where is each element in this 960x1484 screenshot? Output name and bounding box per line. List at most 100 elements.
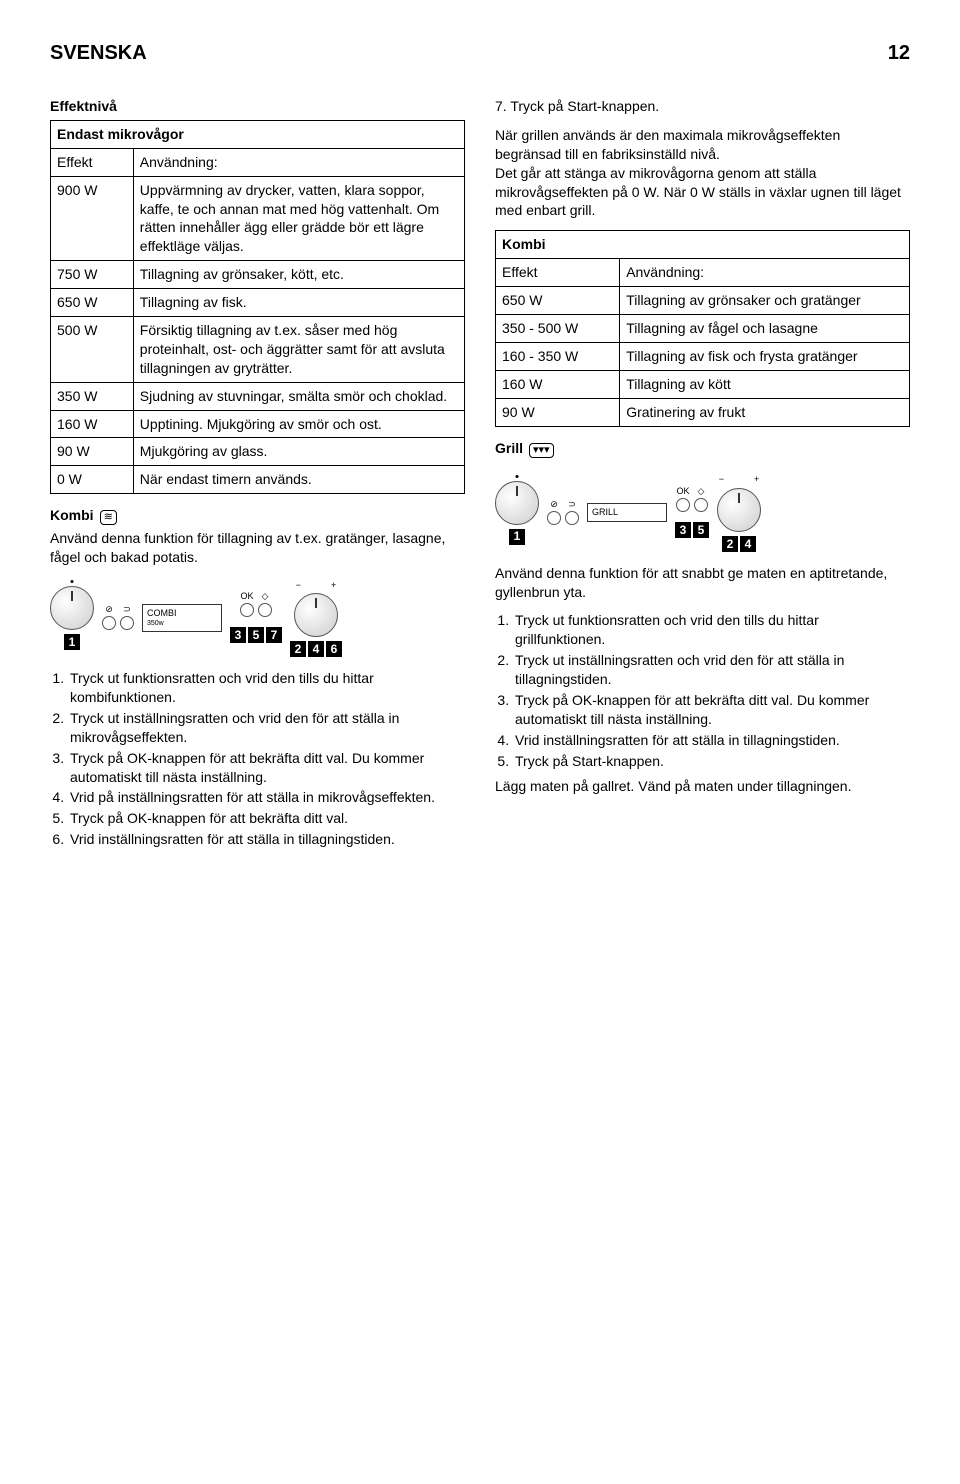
grill-step-2: Tryck ut inställningsratten och vrid den… xyxy=(513,651,910,689)
badge-r0: 3 xyxy=(230,627,246,643)
mw-r2c1: Tillagning av fisk. xyxy=(133,289,464,317)
header-left: SVENSKA xyxy=(50,40,147,67)
start-button[interactable] xyxy=(258,603,272,617)
mw-col-0: Effekt xyxy=(51,148,134,176)
header-page: 12 xyxy=(888,40,910,67)
kt-col-1: Användning: xyxy=(620,259,910,287)
g-stop-icon: ⊘ xyxy=(550,500,558,509)
kombi-step-3: Tryck på OK-knappen för att bekräfta dit… xyxy=(68,749,465,787)
start-icon: ◇ xyxy=(262,592,269,601)
right-column: 7. Tryck på Start-knappen. När grillen a… xyxy=(495,97,910,851)
mw-r7c0: 0 W xyxy=(51,466,134,494)
badge-r3: 2 xyxy=(290,641,306,657)
g-stop-button[interactable] xyxy=(547,511,561,525)
mw-r5c0: 160 W xyxy=(51,410,134,438)
grill-use-para: Använd denna funktion för att snabbt ge … xyxy=(495,564,910,602)
grill-steps: Tryck ut funktionsratten och vrid den ti… xyxy=(513,611,910,770)
plus-icon: + xyxy=(331,579,336,591)
g-start-button[interactable] xyxy=(694,498,708,512)
g-badge-r1: 5 xyxy=(693,522,709,538)
grill-tail: Lägg maten på gallret. Vänd på maten und… xyxy=(495,777,910,796)
mw-r1c1: Tillagning av grönsaker, kött, etc. xyxy=(133,261,464,289)
kt-r4c0: 90 W xyxy=(496,398,620,426)
g-badge-r3: 4 xyxy=(740,536,756,552)
mw-col-1: Användning: xyxy=(133,148,464,176)
stop-button[interactable] xyxy=(102,616,116,630)
grill-setting-dial[interactable] xyxy=(717,488,761,532)
kt-r2c0: 160 - 350 W xyxy=(496,342,620,370)
g-plus-icon: + xyxy=(754,473,759,485)
mw-r6c0: 90 W xyxy=(51,438,134,466)
kombi-table: Kombi Effekt Användning: 650 WTillagning… xyxy=(495,230,910,426)
badge-1: 1 xyxy=(64,634,80,650)
back-button[interactable] xyxy=(120,616,134,630)
mw-r5c1: Upptining. Mjukgöring av smör och ost. xyxy=(133,410,464,438)
display: COMBI 350w xyxy=(142,604,222,632)
mw-r6c1: Mjukgöring av glass. xyxy=(133,438,464,466)
mw-r3c0: 500 W xyxy=(51,317,134,383)
kombi-step-6: Vrid inställningsratten för att ställa i… xyxy=(68,830,465,849)
kt-r0c0: 650 W xyxy=(496,287,620,315)
g-start-icon: ◇ xyxy=(698,487,705,496)
mw-r4c1: Sjudning av stuvningar, smälta smör och … xyxy=(133,382,464,410)
grill-control-panel: 1 ⊘ ⊃ GRILL OK ◇ 3 5 xyxy=(495,473,910,551)
grill-step-5: Tryck på Start-knappen. xyxy=(513,752,910,771)
badge-r5: 6 xyxy=(326,641,342,657)
mw-subtitle: Endast mikrovågor xyxy=(51,120,465,148)
ok-label: OK xyxy=(240,592,253,601)
g-badge-r2: 2 xyxy=(722,536,738,552)
grill-step-3: Tryck på OK-knappen för att bekräfta dit… xyxy=(513,691,910,729)
grill-step-4: Vrid inställningsratten för att ställa i… xyxy=(513,731,910,750)
g-ok-label: OK xyxy=(676,487,689,496)
setting-dial[interactable] xyxy=(294,593,338,637)
step7: 7. Tryck på Start-knappen. xyxy=(495,97,910,116)
mw-r4c0: 350 W xyxy=(51,382,134,410)
mw-r0c1: Uppvärmning av drycker, vatten, klara so… xyxy=(133,176,464,261)
badge-r4: 4 xyxy=(308,641,324,657)
grill-step-1: Tryck ut funktionsratten och vrid den ti… xyxy=(513,611,910,649)
grill-label: Grill xyxy=(495,439,523,458)
g-badge-r0: 3 xyxy=(675,522,691,538)
kt-r0c1: Tillagning av grönsaker och gratänger xyxy=(620,287,910,315)
g-ok-button[interactable] xyxy=(676,498,690,512)
grill-info-para: När grillen används är den maximala mikr… xyxy=(495,126,910,220)
back-icon: ⊃ xyxy=(123,605,131,614)
display-sub: 350w xyxy=(147,619,217,628)
g-minus-icon: − xyxy=(719,473,724,485)
mw-r0c0: 900 W xyxy=(51,176,134,261)
microwave-table: Endast mikrovågor Effekt Användning: 900… xyxy=(50,120,465,494)
minus-icon: − xyxy=(296,579,301,591)
stop-icon: ⊘ xyxy=(105,605,113,614)
kombi-steps: Tryck ut funktionsratten och vrid den ti… xyxy=(68,669,465,849)
effektniva-title: Effektnivå xyxy=(50,97,465,116)
grill-icon: ▾▾▾ xyxy=(529,443,554,458)
display-main: COMBI xyxy=(147,607,217,619)
kt-col-0: Effekt xyxy=(496,259,620,287)
mw-r2c0: 650 W xyxy=(51,289,134,317)
g-back-icon: ⊃ xyxy=(568,500,576,509)
kt-r4c1: Gratinering av frukt xyxy=(620,398,910,426)
ok-button[interactable] xyxy=(240,603,254,617)
kombi-step-5: Tryck på OK-knappen för att bekräfta dit… xyxy=(68,809,465,828)
kombi-step-2: Tryck ut inställningsratten och vrid den… xyxy=(68,709,465,747)
grill-display-text: GRILL xyxy=(592,506,662,518)
kombi-icon: ≋ xyxy=(100,510,117,525)
mw-r7c1: När endast timern används. xyxy=(133,466,464,494)
g-badge-1: 1 xyxy=(509,529,525,545)
kt-r3c1: Tillagning av kött xyxy=(620,370,910,398)
badge-r2: 7 xyxy=(266,627,282,643)
mw-r3c1: Försiktig tillagning av t.ex. såser med … xyxy=(133,317,464,383)
kt-r1c0: 350 - 500 W xyxy=(496,315,620,343)
kombi-control-panel: 1 ⊘ ⊃ COMBI 350w OK ◇ 3 5 7 xyxy=(50,579,465,657)
kombi-step-1: Tryck ut funktionsratten och vrid den ti… xyxy=(68,669,465,707)
grill-function-dial[interactable] xyxy=(495,481,539,525)
kombi-label: Kombi xyxy=(50,506,94,525)
left-column: Effektnivå Endast mikrovågor Effekt Anvä… xyxy=(50,97,465,851)
function-dial[interactable] xyxy=(50,586,94,630)
grill-display: GRILL xyxy=(587,503,667,521)
g-back-button[interactable] xyxy=(565,511,579,525)
kt-r3c0: 160 W xyxy=(496,370,620,398)
kt-r2c1: Tillagning av fisk och frysta gratänger xyxy=(620,342,910,370)
kombi-text: Använd denna funktion för tillagning av … xyxy=(50,529,465,567)
kombi-table-title: Kombi xyxy=(496,231,910,259)
